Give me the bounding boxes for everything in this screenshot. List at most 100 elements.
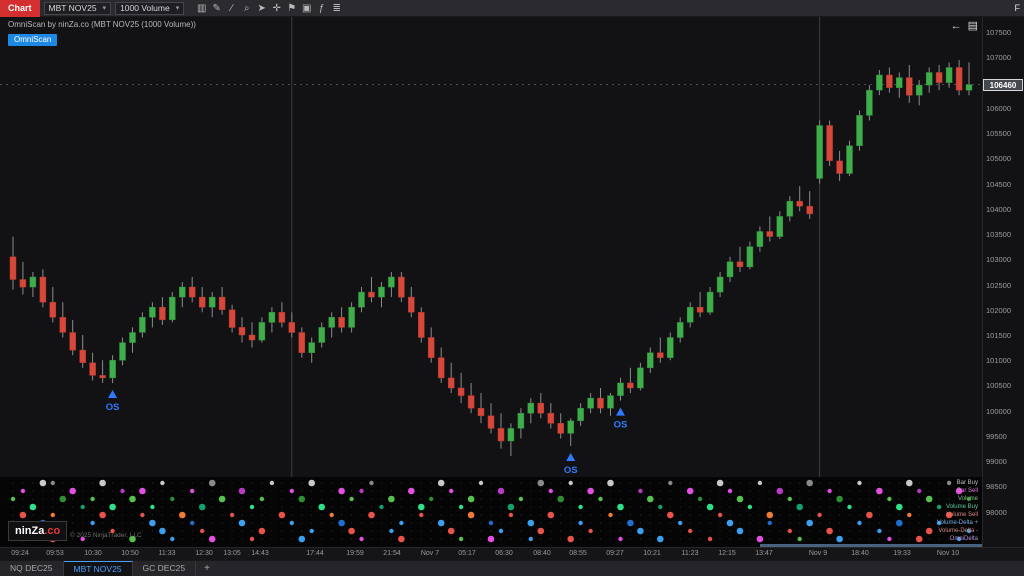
- dots-row-label: Bar Buy: [956, 480, 978, 486]
- time-label: 10:30: [84, 550, 102, 557]
- dots-row-label: Volume Sell: [946, 512, 978, 518]
- price-tick: 98000: [986, 508, 1007, 517]
- time-label: Nov 7: [420, 550, 440, 557]
- tab-nq-dec25[interactable]: NQ DEC25: [0, 561, 64, 576]
- logo-brand: ninZa: [15, 525, 45, 537]
- chevron-down-icon: ▾: [175, 5, 180, 12]
- indicator-title: OmniScan by ninZa.co (MBT NOV25 (1000 Vo…: [8, 20, 196, 29]
- price-tick: 100000: [986, 407, 1012, 416]
- draw-tools-icon[interactable]: ✎: [212, 2, 221, 14]
- price-tick: 105500: [986, 129, 1012, 138]
- chevron-down-icon: ▾: [102, 5, 107, 12]
- price-tick: 98500: [986, 482, 1007, 491]
- axis-corner: [982, 547, 1024, 560]
- time-label: 10:21: [643, 550, 661, 557]
- last-price-badge: 106460: [983, 79, 1023, 91]
- tab-mbt-nov25[interactable]: MBT NOV25: [63, 561, 133, 576]
- candlestick-series[interactable]: OS OS OS: [0, 17, 982, 547]
- dots-row-label: Volume-Delta +: [936, 520, 978, 526]
- toolbar-icon-group: ▥ ✎ ∕ ⌕ ➤ ✛ ⚑ ▣ ƒ ≣: [194, 0, 344, 17]
- window-f-label: F: [1014, 3, 1021, 13]
- price-tick: 99000: [986, 457, 1007, 466]
- plot-controls: ← ▤: [951, 21, 978, 32]
- logo-tld: .co: [44, 525, 61, 537]
- workspace-tabbar: NQ DEC25 MBT NOV25 GC DEC25 +: [0, 560, 1024, 576]
- indicator-legend: OmniScan by ninZa.co (MBT NOV25 (1000 Vo…: [8, 20, 196, 47]
- time-label: 08:55: [569, 550, 587, 557]
- omniscan-chip[interactable]: OmniScan: [8, 34, 58, 46]
- chart-main: OS OS OS OmniScan by ninZa.co (MBT NOV25 (…: [0, 17, 1024, 547]
- price-tick: 102500: [986, 281, 1012, 290]
- toolbar: Chart MBT NOV25 ▾ 1000 Volume ▾ ▥ ✎ ∕ ⌕ ➤ ✛ ⚑ ▣…: [0, 0, 1024, 17]
- interval-select[interactable]: 1000 Volume ▾: [115, 1, 185, 15]
- flag-icon[interactable]: ⚑: [287, 2, 297, 14]
- dots-row-label: Volume-Delta -: [938, 528, 978, 534]
- function-icon[interactable]: ƒ: [318, 2, 325, 14]
- price-tick: 104000: [986, 205, 1012, 214]
- time-label: 09:27: [606, 550, 624, 557]
- dots-row-label: OmniDelta: [949, 536, 978, 542]
- time-axis[interactable]: 09:24 09:53 10:30 10:50 11:33 12:30 13:05 14:43…: [0, 547, 982, 560]
- price-tick: 103500: [986, 230, 1012, 239]
- time-label: 17:44: [306, 550, 324, 557]
- time-label: 11:23: [681, 550, 699, 557]
- price-tick: 101000: [986, 356, 1012, 365]
- time-label: 12:15: [718, 550, 736, 557]
- price-tick: 107500: [986, 28, 1012, 37]
- time-label: 06:30: [495, 550, 513, 557]
- trend-line-icon[interactable]: ∕: [230, 2, 233, 14]
- time-label: 21:54: [383, 550, 401, 557]
- price-tick: 107000: [986, 53, 1012, 62]
- time-label: 14:43: [251, 550, 269, 557]
- price-tick: 99500: [986, 432, 1007, 441]
- add-tab-button[interactable]: +: [204, 563, 210, 574]
- price-axis[interactable]: 106460 107500107000106500106000105500105…: [982, 17, 1024, 547]
- time-label: 12:30: [195, 550, 213, 557]
- instrument-value: MBT NOV25: [48, 3, 97, 13]
- panel-menu-icon[interactable]: ▤: [967, 20, 978, 32]
- price-tick: 106000: [986, 104, 1012, 113]
- time-label: 19:33: [893, 550, 911, 557]
- time-label: 18:40: [851, 550, 869, 557]
- time-label: 09:24: [11, 550, 29, 557]
- dots-row-label: Volume Buy: [945, 504, 978, 510]
- scroll-to-start-icon[interactable]: ←: [950, 20, 962, 32]
- chart-menu-button[interactable]: Chart: [0, 0, 40, 17]
- zoom-icon[interactable]: ⌕: [243, 2, 250, 14]
- copyright-text: © 2025 NinjaTrader, LLC: [70, 532, 142, 539]
- cursor-icon[interactable]: ➤: [257, 2, 266, 14]
- time-label: 11:33: [158, 550, 176, 557]
- price-tick: 101500: [986, 331, 1012, 340]
- price-tick: 104500: [986, 180, 1012, 189]
- tab-gc-dec25[interactable]: GC DEC25: [133, 561, 197, 576]
- omniscan-panel: Bar Buy Bar Sell Volume Volume Buy Volume Se…: [0, 477, 982, 547]
- snapshot-icon[interactable]: ▣: [301, 2, 312, 14]
- price-tick: 100500: [986, 381, 1012, 390]
- time-label: 08:40: [533, 550, 551, 557]
- indicator-list-icon[interactable]: ≣: [332, 2, 341, 14]
- price-tick: 102000: [986, 306, 1012, 315]
- svg-text:OS: OS: [614, 420, 628, 431]
- chart-style-icon[interactable]: ▥: [196, 2, 207, 14]
- time-label: 05:17: [458, 550, 476, 557]
- dots-row-label: Volume: [957, 496, 978, 502]
- time-label: 19:59: [346, 550, 364, 557]
- svg-text:OS: OS: [106, 402, 120, 413]
- instrument-select[interactable]: MBT NOV25 ▾: [43, 1, 112, 15]
- time-label: 10:50: [121, 550, 139, 557]
- time-label: 13:47: [755, 550, 773, 557]
- time-label: Nov 9: [808, 550, 828, 557]
- svg-text:OS: OS: [564, 465, 578, 476]
- time-label: 13:05: [223, 550, 241, 557]
- crosshair-icon[interactable]: ✛: [272, 2, 281, 14]
- price-tick: 105000: [986, 154, 1012, 163]
- omniscan-dots-grid: [10, 479, 972, 543]
- h-scrollbar-thumb[interactable]: [760, 544, 982, 547]
- dots-row-label: Bar Sell: [956, 488, 978, 494]
- ninza-logo: ninZa.co: [8, 521, 68, 541]
- time-label: 09:53: [46, 550, 64, 557]
- interval-value: 1000 Volume: [120, 3, 170, 13]
- price-plot[interactable]: OS OS OS OmniScan by ninZa.co (MBT NOV25 (…: [0, 17, 982, 547]
- price-tick: 103000: [986, 255, 1012, 264]
